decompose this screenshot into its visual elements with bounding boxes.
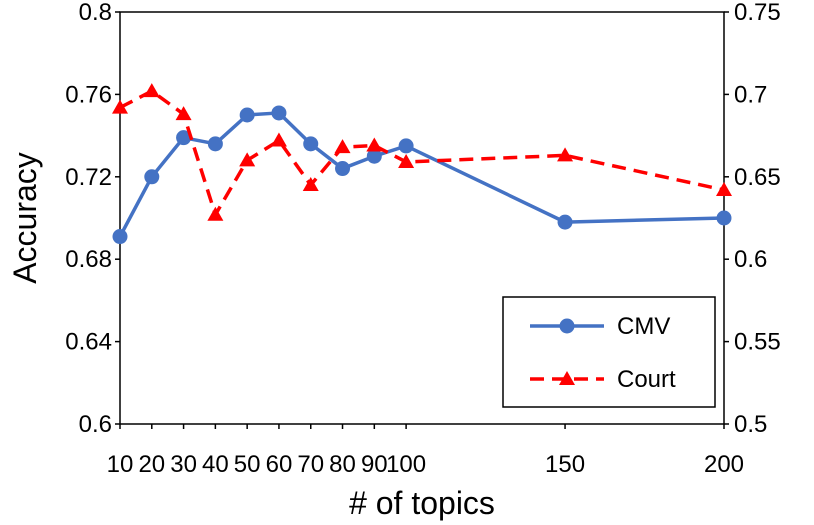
data-point-court — [716, 181, 732, 196]
y-left-tick-label: 0.68 — [65, 246, 112, 273]
y-right-tick-label: 0.6 — [734, 246, 767, 273]
y-left-tick-label: 0.72 — [65, 164, 112, 191]
data-point-court — [207, 206, 224, 221]
data-point-court — [334, 139, 351, 154]
data-point-cmv — [112, 229, 128, 245]
data-point-court — [239, 152, 256, 167]
data-point-cmv — [335, 161, 351, 177]
data-point-court — [366, 137, 383, 152]
data-point-cmv — [557, 214, 573, 230]
data-point-cmv — [176, 130, 192, 146]
y-right-tick-label: 0.7 — [734, 81, 767, 108]
data-point-court — [557, 147, 574, 162]
x-axis-title: # of topics — [349, 485, 495, 521]
data-point-court — [270, 132, 287, 147]
legend-marker-cmv — [559, 318, 575, 334]
x-tick-label: 100 — [386, 451, 426, 478]
data-point-court — [398, 153, 415, 168]
data-point-cmv — [716, 210, 732, 226]
legend-marker-court — [559, 371, 575, 385]
series-line-court — [119, 89, 725, 217]
legend-label-cmv: CMV — [617, 313, 670, 340]
x-tick-label: 60 — [266, 451, 293, 478]
y-right-tick-label: 0.75 — [734, 0, 781, 26]
data-point-cmv — [271, 105, 287, 121]
y-right-tick-label: 0.55 — [734, 329, 781, 356]
x-tick-label: 70 — [297, 451, 324, 478]
y-left-tick-label: 0.8 — [79, 0, 112, 26]
data-point-court — [302, 177, 319, 192]
x-tick-label: 30 — [170, 451, 197, 478]
x-tick-label: 10 — [107, 451, 134, 478]
legend — [502, 296, 716, 408]
x-tick-label: 40 — [202, 451, 229, 478]
x-tick-label: 200 — [704, 451, 744, 478]
y-left-tick-label: 0.76 — [65, 81, 112, 108]
y-left-tick-label: 0.64 — [65, 329, 112, 356]
x-tick-label: 150 — [545, 451, 585, 478]
data-point-cmv — [303, 136, 319, 152]
data-point-cmv — [144, 169, 160, 185]
data-point-cmv — [239, 107, 255, 123]
y-right-tick-label: 0.65 — [734, 164, 781, 191]
x-tick-label: 80 — [329, 451, 356, 478]
legend-label-court: Court — [617, 366, 676, 393]
data-point-court — [175, 106, 192, 121]
data-point-court — [112, 99, 128, 114]
x-tick-label: 20 — [138, 451, 165, 478]
y-axis-title: Accuracy — [7, 152, 43, 284]
data-point-court — [143, 83, 160, 98]
y-left-tick-label: 0.6 — [79, 411, 112, 438]
data-point-cmv — [398, 138, 414, 154]
x-tick-label: 50 — [234, 451, 261, 478]
data-point-cmv — [207, 136, 223, 152]
y-right-tick-label: 0.5 — [734, 411, 767, 438]
series-line-cmv — [118, 111, 725, 238]
x-tick-label: 90 — [361, 451, 388, 478]
data-point-cmv — [366, 148, 382, 164]
